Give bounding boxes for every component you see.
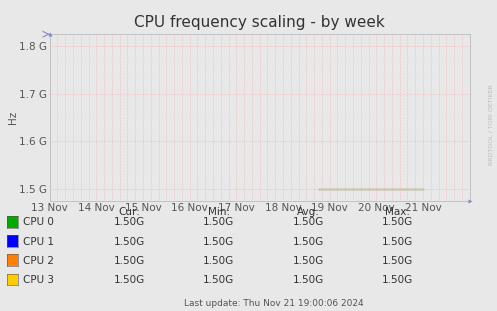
- Text: CPU 0: CPU 0: [23, 217, 54, 227]
- Text: 1.50G: 1.50G: [114, 275, 145, 285]
- Text: 1.50G: 1.50G: [293, 256, 324, 266]
- Text: 1.50G: 1.50G: [203, 256, 234, 266]
- Text: Avg:: Avg:: [297, 207, 320, 217]
- Text: 1.50G: 1.50G: [382, 256, 413, 266]
- Text: CPU 3: CPU 3: [23, 275, 54, 285]
- Text: Min:: Min:: [208, 207, 230, 217]
- Text: 1.50G: 1.50G: [382, 217, 413, 227]
- Text: Cur:: Cur:: [118, 207, 140, 217]
- Y-axis label: Hz: Hz: [7, 111, 17, 124]
- Text: 1.50G: 1.50G: [114, 256, 145, 266]
- Text: 1.50G: 1.50G: [114, 237, 145, 247]
- Text: Max:: Max:: [385, 207, 410, 217]
- Text: Last update: Thu Nov 21 19:00:06 2024: Last update: Thu Nov 21 19:00:06 2024: [183, 299, 363, 308]
- Text: CPU 2: CPU 2: [23, 256, 54, 266]
- Text: 1.50G: 1.50G: [114, 217, 145, 227]
- Text: 1.50G: 1.50G: [293, 237, 324, 247]
- Text: 1.50G: 1.50G: [382, 237, 413, 247]
- Text: 1.50G: 1.50G: [203, 237, 234, 247]
- Text: RRDTOOL / TOBI OETIKER: RRDTOOL / TOBI OETIKER: [489, 84, 494, 165]
- Text: 1.50G: 1.50G: [293, 275, 324, 285]
- Text: 1.50G: 1.50G: [293, 217, 324, 227]
- Text: 1.50G: 1.50G: [203, 217, 234, 227]
- Text: 1.50G: 1.50G: [382, 275, 413, 285]
- Text: CPU 1: CPU 1: [23, 237, 54, 247]
- Text: 1.50G: 1.50G: [203, 275, 234, 285]
- Title: CPU frequency scaling - by week: CPU frequency scaling - by week: [134, 15, 385, 30]
